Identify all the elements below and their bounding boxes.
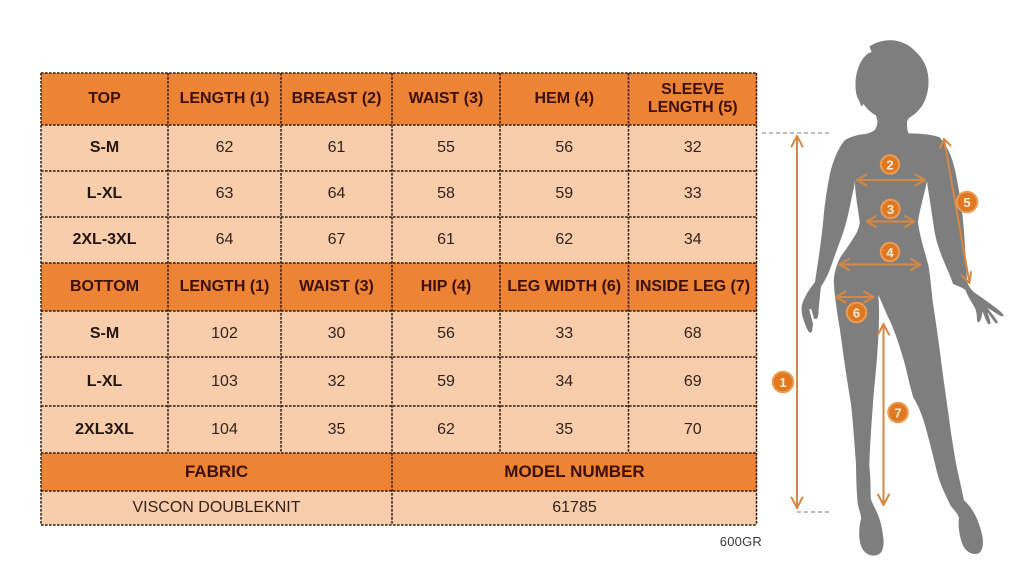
svg-text:2: 2 bbox=[886, 158, 893, 173]
svg-text:5: 5 bbox=[963, 195, 970, 210]
svg-text:3: 3 bbox=[887, 202, 894, 217]
svg-text:7: 7 bbox=[894, 406, 901, 421]
svg-text:1: 1 bbox=[779, 375, 786, 390]
svg-text:4: 4 bbox=[886, 245, 894, 260]
svg-text:6: 6 bbox=[853, 306, 860, 321]
